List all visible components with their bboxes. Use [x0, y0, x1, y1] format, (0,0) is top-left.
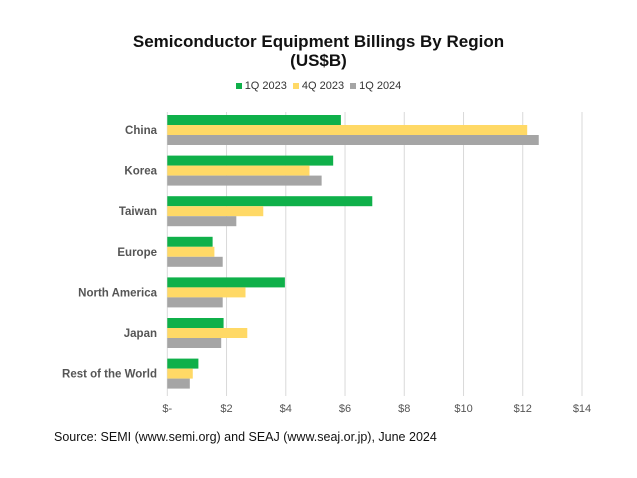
bar-4q-2023 — [167, 165, 310, 176]
bar-1q-2023 — [167, 277, 285, 288]
x-tick-label: $6 — [339, 403, 351, 415]
bar-1q-2023 — [167, 358, 199, 369]
bar-4q-2023 — [167, 287, 246, 298]
legend-label: 1Q 2023 — [244, 80, 287, 92]
bar-1q-2023 — [167, 155, 334, 166]
category-label: Japan — [124, 328, 157, 340]
bar-1q-2024 — [167, 135, 539, 145]
bar-1q-2023 — [167, 196, 373, 207]
category-label: North America — [78, 287, 157, 299]
bar-1q-2023 — [167, 115, 341, 125]
x-tick-label: $10 — [454, 403, 472, 415]
bar-1q-2024 — [167, 338, 222, 348]
legend-item: 4Q 2023 — [292, 80, 345, 92]
legend-swatch — [292, 83, 299, 90]
bar-1q-2023 — [167, 236, 213, 247]
category-label: Rest of the World — [62, 369, 157, 381]
bar-1q-2024 — [167, 297, 223, 308]
x-tick-label: $8 — [398, 403, 410, 415]
category-label: Korea — [124, 166, 157, 178]
bar-1q-2024 — [167, 378, 190, 389]
bar-4q-2023 — [167, 368, 193, 379]
x-tick-label: $4 — [280, 403, 292, 415]
legend-item: 1Q 2024 — [350, 80, 401, 92]
legend: 1Q 2023 4Q 2023 1Q 2024 — [0, 80, 637, 92]
x-tick-label: $- — [162, 403, 172, 415]
bar-1q-2024 — [167, 175, 322, 186]
bar-4q-2023 — [167, 328, 248, 338]
bar-4q-2023 — [167, 206, 264, 217]
x-tick-label: $2 — [220, 403, 232, 415]
category-label: Taiwan — [119, 206, 157, 218]
x-tick-label: $14 — [573, 403, 591, 415]
category-label: Europe — [117, 247, 157, 259]
legend-item: 1Q 2023 — [235, 80, 287, 92]
bar-1q-2024 — [167, 256, 223, 267]
bar-4q-2023 — [167, 125, 528, 135]
legend-swatch — [235, 83, 242, 90]
chart-title: Semiconductor Equipment Billings By Regi… — [132, 32, 505, 51]
x-tick-label: $12 — [514, 403, 532, 415]
category-label: China — [125, 125, 158, 137]
bar-4q-2023 — [167, 246, 215, 257]
legend-label: 4Q 2023 — [301, 80, 345, 92]
chart-subtitle: (US$B) — [290, 51, 347, 70]
bar-1q-2024 — [167, 216, 237, 227]
legend-swatch — [350, 83, 357, 90]
source-note: Source: SEMI (www.semi.org) and SEAJ (ww… — [54, 430, 437, 444]
bar-1q-2023 — [167, 318, 224, 328]
legend-label: 1Q 2024 — [359, 80, 402, 92]
